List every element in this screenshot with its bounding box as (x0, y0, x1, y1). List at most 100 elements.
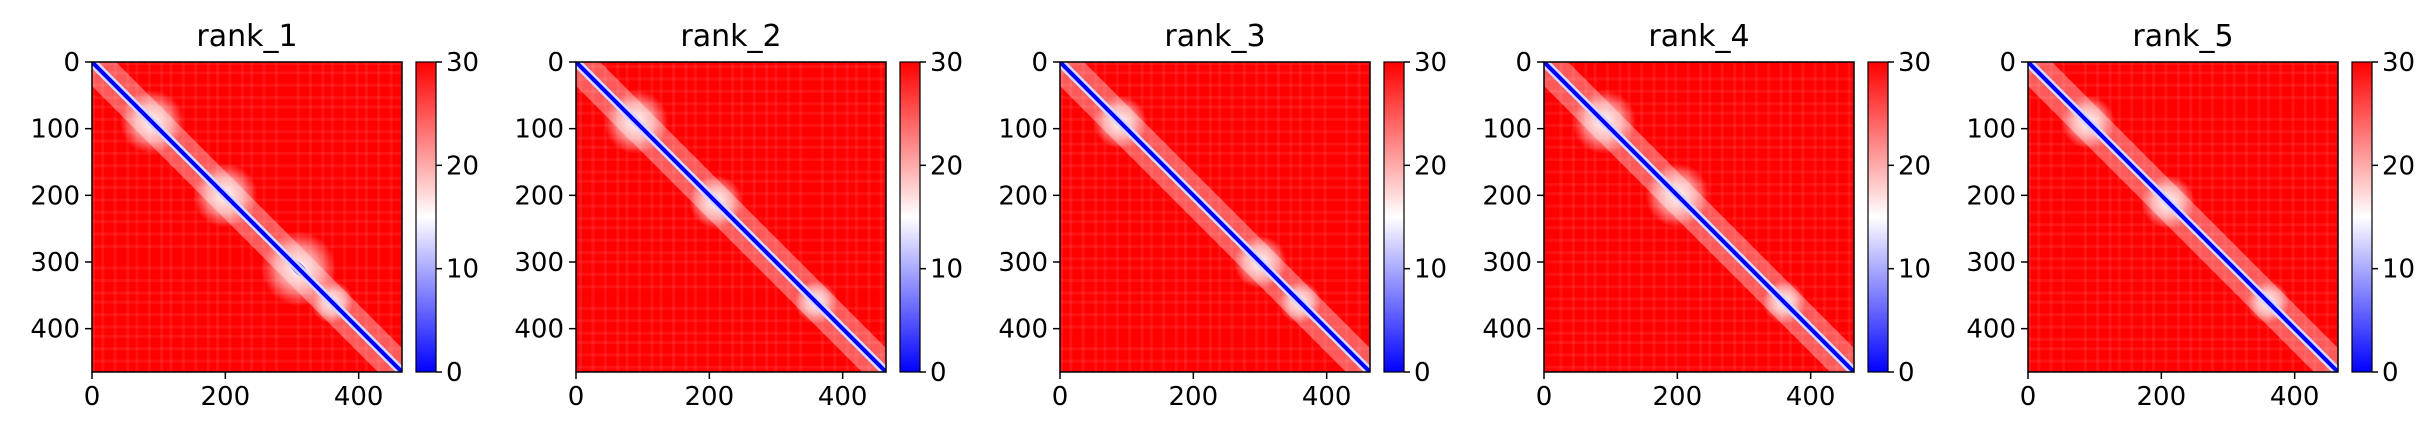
texture-band (576, 365, 886, 369)
texture-band (2028, 62, 2031, 372)
texture-band (820, 62, 824, 372)
texture-band (845, 62, 849, 372)
texture-band (1544, 226, 1854, 230)
texture-band (1060, 300, 1370, 304)
texture-band (2325, 62, 2329, 372)
texture-band (1230, 62, 1234, 372)
texture-band (92, 266, 402, 270)
colorbar-tick-label: 0 (2382, 358, 2399, 388)
texture-band (101, 62, 105, 372)
texture-band (576, 272, 886, 276)
texture-band (625, 62, 629, 372)
texture-band (309, 62, 312, 372)
texture-band (1544, 158, 1854, 162)
texture-band (2028, 300, 2338, 304)
colorbar-tick-label: 20 (1414, 151, 1447, 181)
texture-band (92, 334, 402, 338)
texture-band (1544, 341, 1854, 344)
texture-band (2028, 232, 2338, 236)
texture-band (1544, 306, 1854, 310)
texture-band (92, 117, 402, 121)
texture-band (576, 111, 886, 115)
texture-band (2291, 62, 2295, 372)
heatmap-panel-4: rank_4 0 200 400 0 100 200 300 400 0 10 20 30 (1482, 19, 1931, 412)
panel-title: rank_5 (2132, 19, 2233, 54)
texture-band (1618, 62, 1622, 372)
texture-band (1060, 176, 1370, 180)
colorbar-tick-label: 0 (1898, 358, 1915, 388)
texture-band (2028, 164, 2338, 168)
texture-band (1128, 62, 1132, 372)
texture-band (867, 62, 871, 372)
texture-band (2028, 257, 2338, 261)
texture-band (92, 62, 95, 372)
colorbar-tick-label: 20 (930, 151, 963, 181)
texture-band (2303, 62, 2307, 372)
texture-band (576, 170, 886, 174)
y-tick-label: 300 (998, 248, 1048, 278)
texture-band (377, 62, 381, 372)
texture-band (1196, 62, 1200, 372)
diagonal-line (2028, 62, 2338, 372)
texture-band (1720, 62, 1724, 372)
x-tick-label: 400 (334, 382, 384, 412)
texture-band (1593, 62, 1597, 372)
texture-band (1060, 313, 1370, 317)
colorbar-tick-label: 20 (446, 151, 479, 181)
colorbar-tick-label: 30 (1898, 48, 1931, 78)
y-tick-label: 100 (30, 115, 80, 145)
texture-band (2257, 62, 2261, 372)
texture-band (1184, 62, 1187, 372)
texture-band (1544, 365, 1854, 369)
texture-band (799, 62, 803, 372)
texture-band (576, 226, 886, 230)
texture-band (2028, 325, 2338, 329)
texture-band (2028, 347, 2338, 351)
texture-band (92, 359, 402, 363)
texture-band (1571, 62, 1575, 372)
colorbar-tick-label: 30 (1414, 48, 1447, 78)
texture-band (1742, 62, 1746, 372)
texture-band (1767, 62, 1771, 372)
x-tick-label: 400 (1786, 382, 1836, 412)
texture-band (2245, 62, 2248, 372)
texture-band (296, 62, 300, 372)
texture-band (1255, 62, 1259, 372)
texture-band (659, 62, 663, 372)
diagonal-line (1544, 62, 1854, 372)
texture-band (1640, 62, 1644, 372)
texture-band (752, 62, 756, 372)
texture-band (92, 164, 402, 168)
texture-band (1544, 353, 1854, 357)
texture-band (181, 62, 185, 372)
texture-band (576, 124, 886, 127)
plot-frame (575, 61, 887, 373)
y-tick-label: 200 (30, 181, 80, 211)
texture-band (1242, 62, 1246, 372)
y-tick-label: 200 (1482, 181, 1532, 211)
texture-band (1060, 279, 1370, 282)
texture-band (160, 62, 164, 372)
texture-band (1162, 62, 1166, 372)
texture-band (1754, 62, 1758, 372)
texture-band (92, 139, 402, 143)
texture-band (576, 77, 886, 81)
y-tick-label: 100 (514, 115, 564, 145)
texture-band (1733, 62, 1737, 372)
texture-band (2049, 62, 2053, 372)
texture-band (576, 306, 886, 310)
colorbar-tick-label: 30 (930, 48, 963, 78)
y-tick-label: 300 (514, 248, 564, 278)
texture-band (2028, 96, 2338, 100)
texture-band (1060, 130, 1370, 134)
texture-band (1627, 62, 1631, 372)
texture-band (1544, 145, 1854, 149)
y-tick-label: 0 (1031, 48, 1048, 78)
colorbar-tick-label: 0 (446, 358, 463, 388)
heatmap-panel-3: rank_3 0 200 400 0 100 200 300 400 0 10 20 30 (998, 19, 1447, 412)
texture-band (1060, 198, 1370, 202)
panel-title: rank_1 (196, 19, 297, 54)
texture-band (92, 71, 402, 75)
texture-band (1060, 232, 1370, 236)
texture-band (194, 62, 198, 372)
